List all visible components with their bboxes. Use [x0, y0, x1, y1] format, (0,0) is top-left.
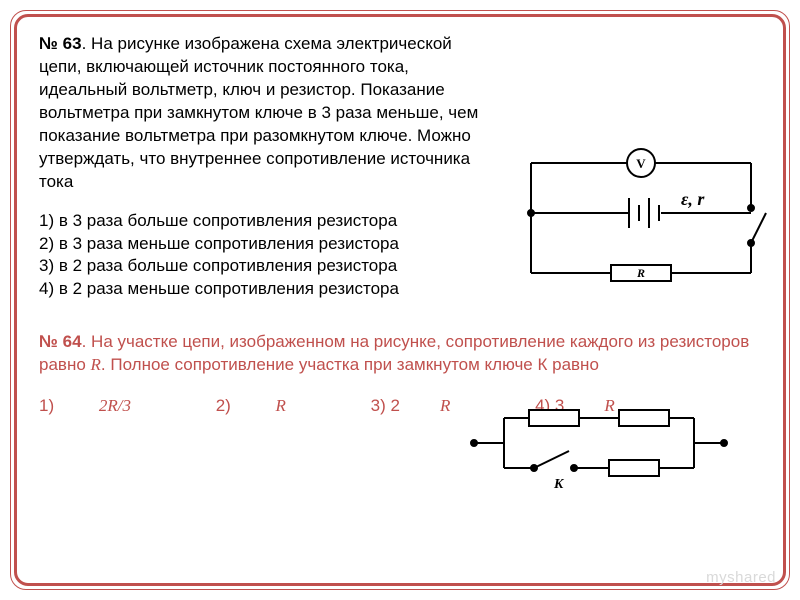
- inner-frame: № 63. На рисунке изображена схема электр…: [14, 14, 786, 586]
- option-64-2: 2) R: [216, 396, 326, 415]
- problem-63-number: № 63: [39, 34, 82, 53]
- option-63-2: 2) в 3 раза меньше сопротивления резисто…: [39, 233, 479, 256]
- problem-64: № 64. На участке цепи, изображенном на р…: [39, 331, 761, 418]
- circuit-diagram-63: V ε, r R: [511, 143, 771, 293]
- option-63-3: 3) в 2 раза больше сопротивления резисто…: [39, 255, 479, 278]
- problem-63-options: 1) в 3 раза больше сопротивления резисто…: [39, 210, 479, 302]
- resistor-label: R: [636, 266, 645, 280]
- voltmeter-label: V: [636, 156, 646, 171]
- option-64-1: 1) 2R/3: [39, 396, 171, 415]
- problem-64-text-R: R: [91, 355, 101, 374]
- problem-64-text-2: . Полное сопротивление участка при замкн…: [101, 355, 599, 374]
- problem-63-text: . На рисунке изображена схема электричес…: [39, 34, 478, 191]
- option-63-4: 4) в 2 раза меньше сопротивления резисто…: [39, 278, 479, 301]
- problem-64-number: № 64: [39, 332, 82, 351]
- problem-63: № 63. На рисунке изображена схема электр…: [39, 33, 761, 301]
- watermark: myshared: [706, 569, 776, 586]
- switch-label: K: [553, 477, 565, 492]
- source-label: ε, r: [681, 189, 705, 209]
- circuit-diagram-64: K: [459, 403, 739, 493]
- option-63-1: 1) в 3 раза больше сопротивления резисто…: [39, 210, 479, 233]
